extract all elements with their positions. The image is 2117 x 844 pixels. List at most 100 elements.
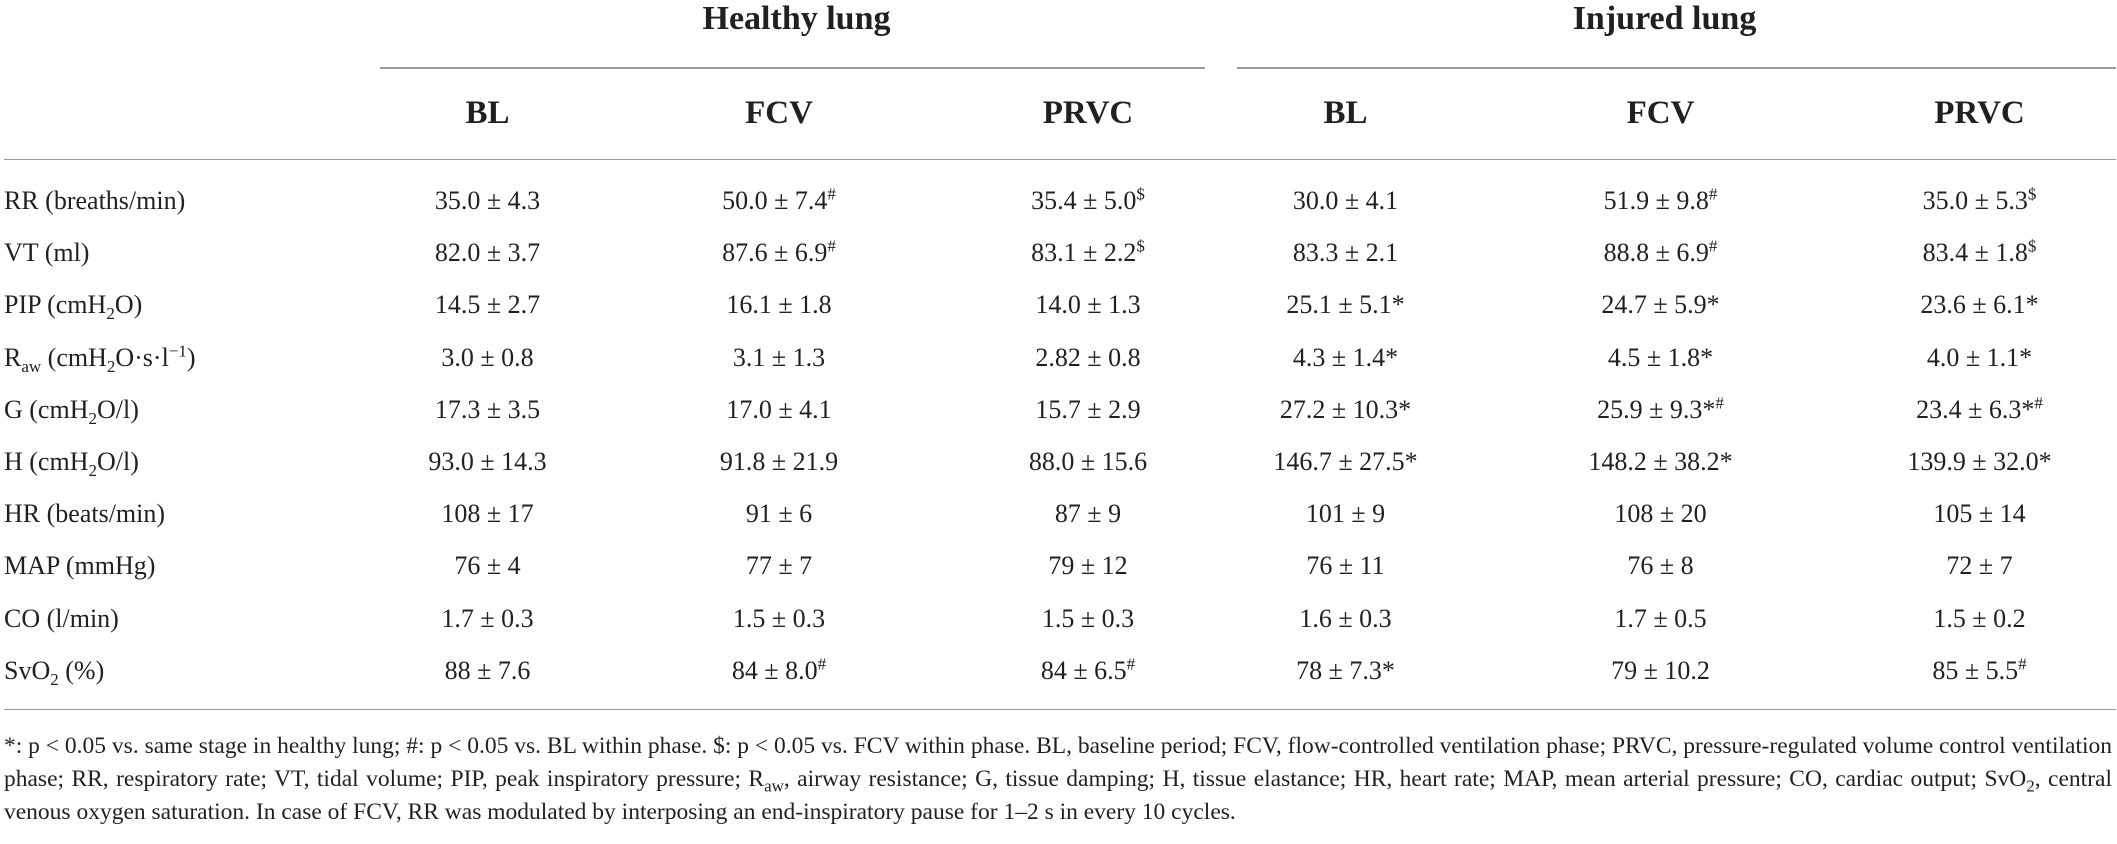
- table-cell: 148.2 ± 38.2*: [1588, 447, 1733, 477]
- significance-marker: $: [2027, 184, 2037, 204]
- subheader-cell: FCV: [1478, 68, 1844, 160]
- table-cell: 101 ± 9: [1305, 499, 1386, 529]
- table-cell: 3.1 ± 1.3: [732, 342, 826, 372]
- table-cell: 84 ± 8.0#: [731, 654, 827, 685]
- table-cell: 25.1 ± 5.1*: [1286, 290, 1405, 320]
- row-label: PIP (cmH2O): [4, 290, 143, 324]
- group-header-injured: Injured lung: [1213, 0, 2116, 50]
- significance-marker: $: [2027, 236, 2037, 256]
- significance-marker: #: [817, 654, 827, 674]
- significance-marker: #: [1126, 654, 1136, 674]
- row-label: RR (breaths/min): [4, 186, 186, 216]
- table-cell: 17.3 ± 3.5: [434, 394, 541, 424]
- table-row: PIP (cmH2O) 14.5 ± 2.7 16.1 ± 1.8 14.0 ± 1.…: [4, 279, 2116, 331]
- significance-marker: #: [1708, 184, 1718, 204]
- table-cell: 85 ± 5.5#: [1932, 654, 2027, 685]
- table-cell: 76 ± 8: [1627, 551, 1694, 581]
- subheader-row: BL FCV PRVC BL FCV PRVC: [4, 68, 2117, 160]
- table-cell: 77 ± 7: [745, 551, 813, 581]
- table-cell: 15.7 ± 2.9: [1035, 394, 1141, 424]
- data-table: Healthy lung Injured lung BL FCV PRVC BL…: [4, 0, 2117, 710]
- table-row: RR (breaths/min) 35.0 ± 4.3 50.0 ± 7.4# 35.…: [4, 175, 2116, 227]
- table-cell: 93.0 ± 14.3: [428, 447, 547, 477]
- subheader-empty: [4, 68, 380, 160]
- subheader-cell: BL: [1213, 68, 1479, 160]
- row-label: HR (beats/min): [4, 499, 166, 529]
- table-cell: 1.7 ± 0.3: [441, 603, 534, 633]
- group-divider-line: [380, 67, 1206, 69]
- table-cell: 88.8 ± 6.9#: [1603, 236, 1718, 268]
- group-header-healthy: Healthy lung: [380, 0, 1213, 50]
- table-row: SvO2 (%) 88 ± 7.6 84 ± 8.0# 84 ± 6.5# 78 ± 7…: [4, 645, 2116, 697]
- table-cell: 108 ± 17: [441, 499, 534, 529]
- row-label: H (cmH2O/l): [4, 447, 139, 481]
- table-cell: 25.9 ± 9.3*#: [1597, 393, 1724, 424]
- table-cell: 4.3 ± 1.4*: [1292, 342, 1399, 372]
- footnote-text: *: p < 0.05 vs. same stage in healthy lu…: [4, 733, 2112, 792]
- table-cell: 88 ± 7.6: [444, 655, 531, 685]
- table-cell: 108 ± 20: [1614, 499, 1707, 529]
- row-label: Raw (cmH2O·s·l−1): [4, 341, 196, 376]
- table-cell: 35.0 ± 4.3: [434, 186, 541, 216]
- group-header-row: Healthy lung Injured lung: [4, 0, 2116, 50]
- table-cell: 79 ± 10.2: [1611, 655, 1710, 685]
- table-cell: 14.5 ± 2.7: [434, 290, 541, 320]
- row-label: CO (l/min): [4, 603, 119, 633]
- table-cell: 91.8 ± 21.9: [719, 447, 839, 477]
- table-cell: 146.7 ± 27.5*: [1273, 447, 1418, 477]
- subheader-cell: PRVC: [1843, 68, 2117, 160]
- table-cell: 1.7 ± 0.5: [1614, 603, 1707, 633]
- table-cell: 23.6 ± 6.1*: [1920, 290, 2039, 320]
- significance-marker: #: [2018, 654, 2027, 674]
- table-cell: 105 ± 14: [1933, 499, 2026, 529]
- table-cell: 24.7 ± 5.9*: [1601, 290, 1720, 320]
- table-cell: 87.6 ± 6.9#: [722, 236, 836, 268]
- table-cell: 91 ± 6: [745, 499, 813, 529]
- group-label: Healthy lung: [702, 0, 891, 37]
- table-cell: 82.0 ± 3.7: [434, 238, 541, 268]
- row-label: MAP (mmHg): [4, 551, 156, 581]
- table-cell: 17.0 ± 4.1: [726, 394, 832, 424]
- table-cell: 35.0 ± 5.3$: [1922, 184, 2037, 216]
- footnote-subscript: aw: [764, 776, 784, 796]
- significance-marker: $: [1136, 236, 1145, 256]
- table-row: H (cmH2O/l) 93.0 ± 14.3 91.8 ± 21.9 88.0 ± …: [4, 436, 2116, 488]
- footnote-subscript: 2: [2026, 776, 2035, 796]
- subheader-cell: FCV: [595, 68, 963, 160]
- table-cell: 30.0 ± 4.1: [1292, 186, 1399, 216]
- table-cell: 76 ± 4: [454, 551, 521, 581]
- table-cell: 83.1 ± 2.2$: [1031, 236, 1145, 268]
- significance-marker: #: [1715, 393, 1724, 413]
- table-cell: 88.0 ± 15.6: [1028, 447, 1148, 477]
- footnote-text: , central venous oxygen saturation. In c…: [4, 766, 2112, 825]
- table-cell: 139.9 ± 32.0*: [1907, 447, 2052, 477]
- table-cell: 14.0 ± 1.3: [1035, 290, 1141, 320]
- row-label: SvO2 (%): [4, 655, 105, 689]
- table-row: CO (l/min) 1.7 ± 0.3 1.5 ± 0.3 1.5 ± 0.3 1.6…: [4, 593, 2116, 645]
- table-cell: 51.9 ± 9.8#: [1603, 184, 1718, 216]
- table-footnote: *: p < 0.05 vs. same stage in healthy lu…: [4, 730, 2112, 829]
- table-cell: 83.3 ± 2.1: [1292, 238, 1399, 268]
- subheader-cell: BL: [380, 68, 595, 160]
- table-cell: 1.5 ± 0.3: [1041, 603, 1135, 633]
- subheader-cell: PRVC: [963, 68, 1214, 160]
- group-label: Injured lung: [1572, 0, 1757, 37]
- row-label: VT (ml): [4, 238, 90, 268]
- table-cell: 23.4 ± 6.3*#: [1916, 393, 2043, 424]
- table-row: VT (ml) 82.0 ± 3.7 87.6 ± 6.9# 83.1 ± 2.2$ 8…: [4, 227, 2116, 279]
- table-cell: 87 ± 9: [1054, 499, 1122, 529]
- group-divider-line: [1237, 67, 2117, 69]
- table-cell: 76 ± 11: [1306, 551, 1385, 581]
- table-cell: 50.0 ± 7.4#: [722, 184, 836, 216]
- table-cell: 78 ± 7.3*: [1296, 655, 1395, 685]
- significance-marker: #: [827, 236, 836, 256]
- table-cell: 72 ± 7: [1946, 551, 2013, 581]
- table-row: HR (beats/min) 108 ± 17 91 ± 6 87 ± 9 101 ± …: [4, 488, 2116, 540]
- group-rule-row: [4, 50, 2117, 69]
- table-cell: 1.5 ± 0.2: [1933, 603, 2026, 633]
- significance-marker: #: [1708, 236, 1718, 256]
- table-row: Raw (cmH2O·s·l−1) 3.0 ± 0.8 3.1 ± 1.3 2.82 …: [4, 332, 2116, 384]
- table-cell: 83.4 ± 1.8$: [1922, 236, 2037, 268]
- significance-marker: #: [2034, 393, 2043, 413]
